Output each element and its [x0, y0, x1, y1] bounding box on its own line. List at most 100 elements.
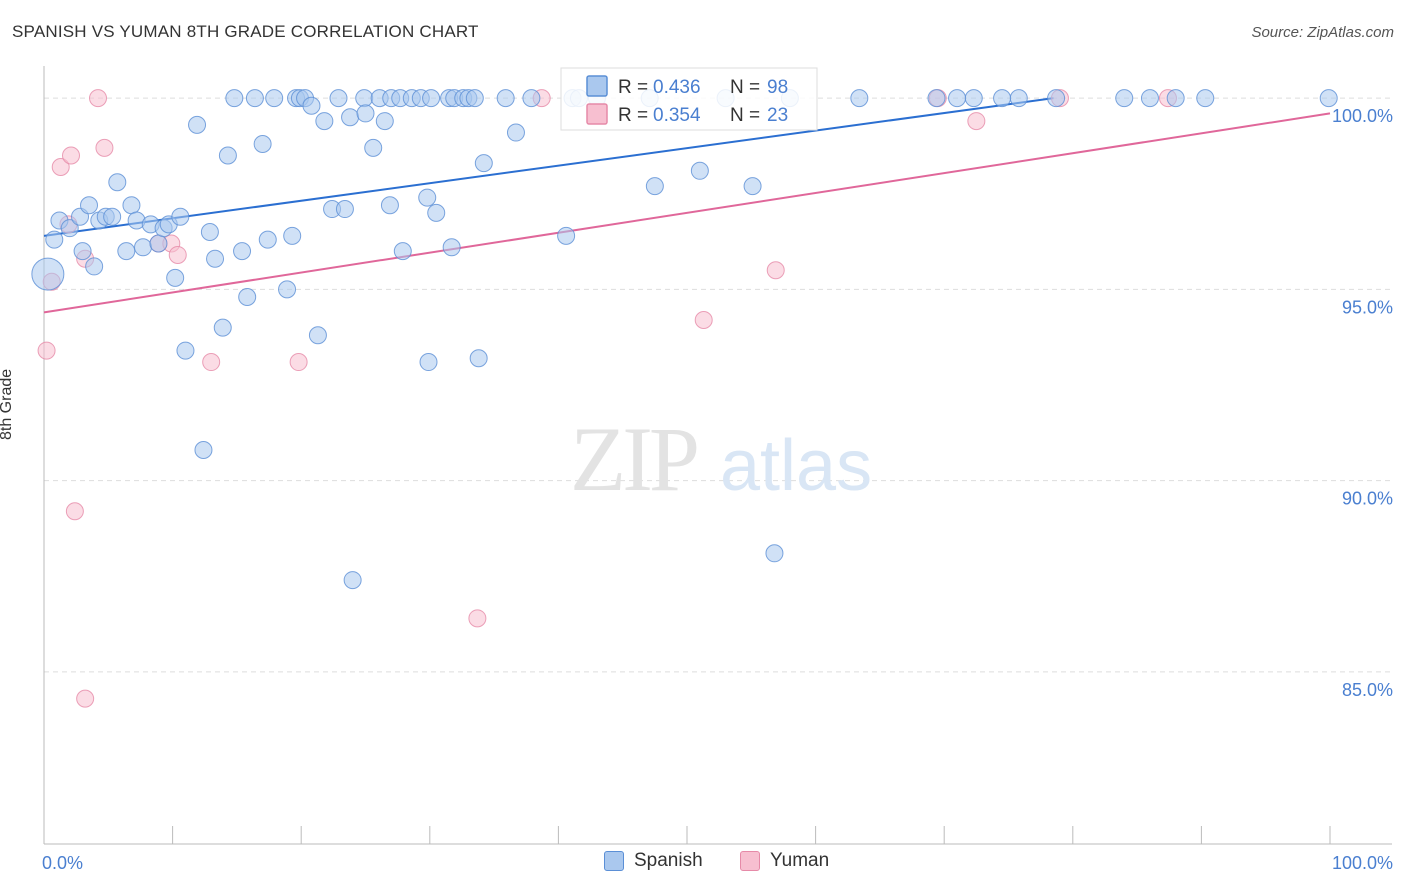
spanish-point-24: [194, 441, 213, 460]
legend-item-yuman[interactable]: Yuman: [740, 850, 829, 872]
y-tick-label-90: 90.0%: [1342, 489, 1393, 509]
spanish-n-value: 98: [767, 77, 788, 98]
spanish-point-34: [258, 230, 277, 249]
yuman-r-label: R =: [618, 105, 648, 126]
spanish-point-92: [1140, 89, 1159, 108]
yuman-point-20: [967, 112, 986, 131]
spanish-point-32: [245, 89, 264, 108]
spanish-point-26: [206, 249, 225, 268]
spanish-point-47: [343, 571, 362, 590]
x-tick-label-100: 100.0%: [1332, 853, 1393, 873]
spanish-point-80: [645, 177, 664, 196]
source-credit: Source: ZipAtlas.com: [1251, 24, 1394, 41]
spanish-point-13: [122, 196, 141, 215]
spanish-point-20: [166, 268, 185, 287]
spanish-point-66: [442, 238, 461, 257]
chart-title: SPANISH VS YUMAN 8TH GRADE CORRELATION C…: [12, 22, 479, 41]
spanish-point-48: [341, 108, 360, 127]
gridlines: [44, 97, 1392, 673]
watermark-atlas: atlas: [720, 426, 872, 506]
yuman-point-8: [89, 89, 108, 108]
yuman-n-label: N =: [730, 105, 760, 126]
spanish-point-46: [335, 200, 354, 219]
spanish-point-84: [850, 89, 869, 108]
spanish-point-69: [465, 89, 484, 108]
spanish-point-51: [364, 138, 383, 157]
axes: [43, 66, 1392, 845]
spanish-point-25: [200, 223, 219, 241]
spanish-point-27: [213, 318, 232, 337]
yuman-point-6: [76, 689, 95, 708]
spanish-stats-swatch: [586, 75, 608, 97]
spanish-point-85: [927, 89, 946, 108]
yuman-point-13: [202, 353, 221, 372]
spanish-point-29: [225, 89, 244, 108]
yuman-point-14: [289, 353, 308, 372]
spanish-point-70: [469, 349, 488, 368]
spanish-point-23: [188, 115, 207, 134]
watermark: ZIP atlas: [570, 408, 872, 510]
spanish-point-61: [419, 353, 438, 372]
spanish-point-31: [238, 288, 257, 307]
spanish-point-50: [356, 104, 375, 123]
yuman-point-17: [694, 310, 713, 329]
spanish-point-63: [427, 203, 446, 222]
yuman-n-value: 23: [767, 105, 788, 126]
spanish-point-6: [80, 196, 99, 215]
yuman-point-18: [766, 261, 785, 280]
spanish-point-81: [690, 161, 709, 180]
spanish-point-89: [1009, 89, 1028, 108]
trend-lines: [43, 97, 1331, 314]
spanish-point-49: [355, 89, 374, 108]
spanish-point-36: [278, 280, 297, 299]
spanish-point-11: [108, 173, 127, 192]
legend-label-spanish: Spanish: [634, 850, 703, 871]
spanish-point-30: [233, 242, 252, 261]
yuman-point-9: [95, 138, 114, 157]
yuman-points: [37, 89, 1177, 708]
spanish-point-73: [506, 123, 525, 142]
spanish-point-3: [60, 219, 79, 238]
spanish-point-88: [993, 89, 1012, 108]
spanish-point-90: [1047, 89, 1066, 108]
yuman-point-4: [62, 146, 81, 165]
spanish-point-5: [73, 242, 92, 261]
spanish-point-42: [308, 326, 327, 345]
spanish-point-33: [253, 135, 272, 154]
spanish-point-93: [1166, 89, 1185, 108]
spanish-point-15: [134, 238, 153, 257]
spanish-point-86: [948, 89, 967, 108]
spanish-point-75: [557, 226, 576, 245]
watermark-zip: ZIP: [570, 408, 697, 510]
spanish-point-21: [171, 207, 190, 226]
yuman-swatch: [740, 851, 760, 871]
spanish-point-45: [329, 89, 348, 108]
tick-labels: 85.0% 90.0% 95.0% 100.0% 0.0% 100.0%: [42, 106, 1393, 873]
series-legend: Spanish Yuman: [0, 850, 1406, 880]
spanish-point-37: [283, 226, 302, 245]
spanish-r-label: R =: [618, 77, 648, 98]
spanish-point-0: [31, 257, 65, 291]
legend-item-spanish[interactable]: Spanish: [604, 850, 703, 872]
spanish-point-71: [474, 154, 493, 173]
spanish-point-55: [380, 196, 399, 215]
spanish-point-74: [522, 89, 541, 108]
yuman-stats-swatch: [586, 103, 608, 125]
spanish-point-10: [103, 207, 122, 226]
spanish-point-82: [743, 177, 762, 196]
yuman-point-12: [168, 245, 187, 264]
yuman-point-0: [37, 341, 56, 360]
spanish-point-43: [315, 112, 334, 131]
spanish-point-91: [1115, 89, 1134, 108]
spanish-point-12: [117, 242, 136, 261]
spanish-point-1: [45, 230, 64, 249]
spanish-point-7: [85, 257, 104, 276]
spanish-point-83: [765, 544, 784, 563]
spanish-point-87: [964, 89, 983, 108]
spanish-trend-line: [43, 97, 1054, 237]
spanish-point-62: [422, 89, 441, 108]
spanish-point-94: [1196, 89, 1215, 108]
yuman-point-15: [468, 609, 487, 628]
spanish-point-35: [265, 89, 284, 108]
